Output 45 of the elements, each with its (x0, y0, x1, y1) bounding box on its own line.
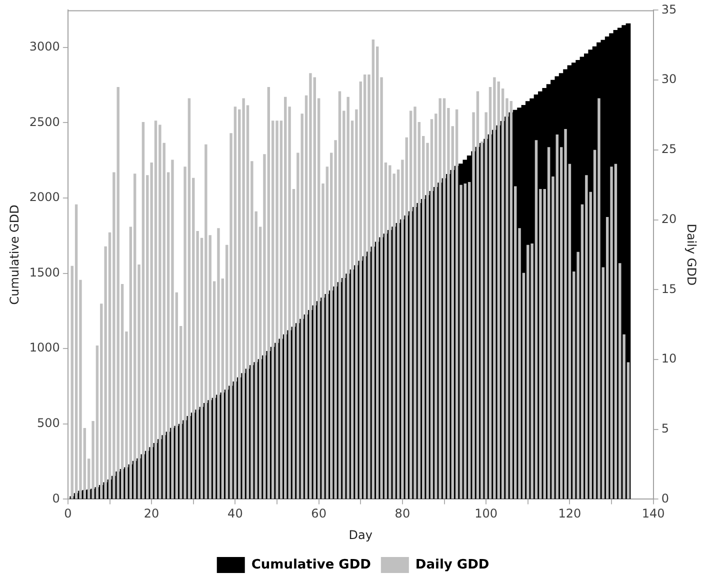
bar (242, 98, 245, 499)
x-axis-title: Day (348, 528, 372, 542)
y2-tick-label: 10 (661, 352, 677, 366)
bar (116, 87, 120, 499)
bar (204, 144, 208, 499)
y2-tick-label: 30 (661, 72, 677, 86)
bar (154, 120, 158, 499)
x-tick-label: 120 (558, 506, 582, 521)
y-tick-label: 1000 (29, 340, 60, 355)
x-tick-label: 140 (642, 506, 665, 521)
bar (217, 228, 220, 499)
bar (234, 106, 237, 499)
y-tick-label: 3000 (29, 40, 60, 54)
bar (188, 98, 191, 499)
legend-label: Daily GDD (415, 557, 490, 572)
x-tick-label: 100 (474, 506, 498, 521)
y-tick-label: 2000 (29, 190, 60, 204)
x-tick-label: 0 (64, 506, 72, 521)
y2-tick-label: 20 (661, 212, 677, 226)
bar (267, 87, 270, 499)
legend-label: Cumulative GDD (251, 557, 372, 572)
bar (284, 96, 287, 499)
y2-axis-title: Daily GDD (684, 224, 699, 286)
y-tick-label: 0 (52, 491, 60, 506)
x-tick-label: 20 (144, 506, 160, 521)
bar (133, 174, 136, 499)
bar (276, 120, 278, 499)
y-axis-title: Cumulative GDD (7, 204, 22, 305)
bar (171, 160, 174, 499)
bar (158, 124, 162, 499)
bar (142, 122, 145, 499)
x-tick-label: 60 (311, 506, 326, 521)
x-tick-label: 40 (228, 506, 243, 521)
bar (309, 73, 312, 499)
y-tick-label: 500 (37, 416, 60, 430)
y-tick-label: 1500 (29, 265, 60, 280)
y2-tick-label: 5 (661, 421, 669, 436)
y2-tick-label: 25 (661, 142, 677, 156)
x-tick-label: 80 (394, 506, 410, 521)
y2-tick-label: 0 (661, 491, 669, 506)
y-tick-label: 2500 (29, 114, 60, 129)
bar (313, 77, 316, 499)
y2-tick-label: 35 (661, 2, 677, 16)
y2-tick-label: 15 (661, 282, 677, 296)
bar (74, 204, 78, 499)
